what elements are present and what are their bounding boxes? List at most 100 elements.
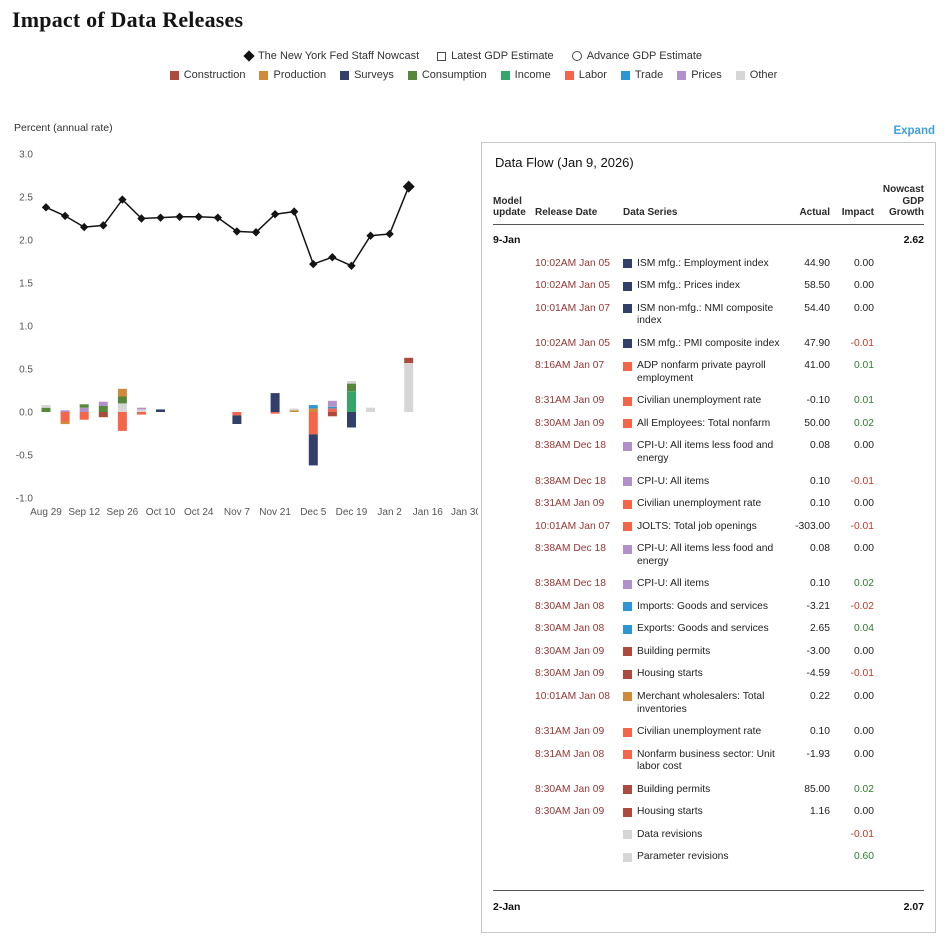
legend-item-income[interactable]: Income	[500, 69, 551, 81]
legend-item-other[interactable]: Other	[735, 69, 777, 81]
nowcast-point[interactable]	[270, 210, 280, 219]
consumption-impact-bar[interactable]	[79, 404, 89, 408]
other-impact-bar[interactable]	[41, 405, 51, 408]
surveys-impact-bar[interactable]	[308, 434, 318, 466]
impact-value: 0.02	[853, 417, 874, 429]
construction-impact-bar[interactable]	[404, 357, 414, 363]
surveys-category-icon	[623, 304, 632, 314]
nowcast-point[interactable]	[347, 261, 356, 270]
nowcast-point[interactable]	[328, 253, 337, 262]
nowcast-point[interactable]	[232, 227, 242, 236]
legend-item-consumption[interactable]: Consumption	[407, 69, 487, 81]
actual-value: 58.50	[804, 280, 830, 292]
nowcast-point[interactable]	[79, 222, 89, 232]
production-impact-bar[interactable]	[117, 388, 127, 397]
construction-impact-bar[interactable]	[98, 412, 108, 418]
nowcast-point[interactable]	[118, 195, 127, 204]
legend-label: Construction	[183, 69, 246, 81]
consumption-impact-bar[interactable]	[347, 383, 356, 392]
nowcast-point[interactable]	[213, 213, 223, 222]
consumption-impact-bar[interactable]	[98, 406, 108, 412]
nowcast-point[interactable]	[99, 221, 108, 230]
x-axis-tick-label: Sep 26	[107, 507, 139, 518]
prices-impact-bar[interactable]	[98, 401, 108, 406]
surveys-impact-bar[interactable]	[347, 412, 356, 428]
nowcast-point[interactable]	[194, 212, 203, 221]
impact-value: -0.01	[850, 828, 874, 840]
trade-impact-bar[interactable]	[308, 405, 318, 409]
legend-item-surveys[interactable]: Surveys	[340, 69, 394, 81]
x-axis-tick-label: Nov 21	[259, 507, 291, 518]
nowcast-point[interactable]	[402, 180, 415, 193]
prices-impact-bar[interactable]	[327, 400, 337, 407]
legend-item-construction[interactable]: Construction	[169, 69, 246, 81]
data-series-name: Civilian unemployment rate	[637, 395, 762, 407]
consumption-impact-bar[interactable]	[41, 407, 51, 412]
production-impact-bar[interactable]	[308, 408, 318, 412]
legend-item-the-new-york-fed-staff-nowcast[interactable]: The New York Fed Staff Nowcast	[243, 50, 419, 62]
legend-label: Trade	[634, 69, 664, 81]
nowcast-impact-chart[interactable]: 3.0 2.5 2.0 1.5 1.0 0.5 0.0 -0.5 -1.0 Aug 29 Sep 1…	[4, 140, 482, 540]
income-impact-bar[interactable]	[347, 391, 356, 412]
other-impact-bar[interactable]	[366, 407, 375, 412]
legend-item-labor[interactable]: Labor	[564, 69, 607, 81]
legend-item-latest-gdp-estimate[interactable]: Latest GDP Estimate	[437, 50, 554, 62]
data-series-name: Parameter revisions	[637, 851, 729, 863]
prices-impact-bar[interactable]	[137, 407, 146, 410]
surveys-impact-bar[interactable]	[270, 393, 280, 412]
nowcast-point[interactable]	[251, 228, 261, 237]
legend-item-prices[interactable]: Prices	[677, 69, 722, 81]
other-impact-bar[interactable]	[404, 363, 414, 412]
labor-impact-bar[interactable]	[137, 412, 146, 415]
nowcast-point[interactable]	[385, 229, 394, 239]
data-flow-row: 8:38AM Dec 18 CPI-U: All items less food …	[493, 538, 924, 573]
nowcast-point[interactable]	[41, 203, 51, 212]
labor-impact-bar[interactable]	[79, 412, 89, 420]
surveys-impact-bar[interactable]	[232, 415, 242, 424]
data-flow-row: 8:30AM Jan 09 Building permits 85.00 0.02	[493, 779, 924, 802]
y-axis-tick-label: -1.0	[16, 494, 34, 505]
surveys-impact-bar[interactable]	[156, 409, 165, 412]
prices-impact-bar[interactable]	[79, 407, 89, 412]
trade-impact-bar[interactable]	[327, 406, 337, 409]
x-axis-tick-label: Nov 7	[224, 507, 251, 518]
labor-impact-bar[interactable]	[327, 408, 337, 412]
nowcast-point[interactable]	[175, 212, 184, 221]
prices-impact-bar[interactable]	[60, 410, 70, 412]
surveys-swatch-icon	[340, 70, 350, 80]
release-date-cell: 10:01AM Jan 07	[535, 520, 610, 532]
construction-impact-bar[interactable]	[327, 412, 337, 417]
consumption-impact-bar[interactable]	[117, 396, 127, 404]
production-impact-bar[interactable]	[289, 410, 299, 412]
production-impact-bar[interactable]	[60, 421, 70, 425]
nowcast-line	[45, 186, 410, 267]
legend-item-production[interactable]: Production	[259, 69, 326, 81]
nowcast-point[interactable]	[60, 211, 70, 221]
nowcast-chart-svg[interactable]: 3.0 2.5 2.0 1.5 1.0 0.5 0.0 -0.5 -1.0 Aug 29 Sep 1…	[4, 140, 482, 534]
nowcast-point[interactable]	[289, 207, 299, 216]
other-impact-bar[interactable]	[137, 409, 146, 412]
y-axis-tick-label: 2.0	[19, 236, 33, 247]
legend-item-trade[interactable]: Trade	[620, 69, 664, 81]
other-impact-bar[interactable]	[289, 408, 299, 411]
nowcast-point[interactable]	[366, 231, 375, 240]
data-series-name: Housing starts	[637, 668, 703, 680]
labor-impact-bar[interactable]	[270, 412, 280, 414]
impact-value: -0.01	[850, 520, 874, 532]
release-date-cell: 8:38AM Dec 18	[535, 440, 606, 452]
data-series-name: CPI-U: All items	[637, 578, 710, 590]
labor-impact-bar[interactable]	[117, 412, 127, 431]
legend-item-advance-gdp-estimate[interactable]: Advance GDP Estimate	[571, 50, 702, 62]
nowcast-point[interactable]	[156, 213, 165, 222]
data-series-name: CPI-U: All items less food and energy	[637, 543, 774, 567]
data-series-cell: Imports: Goods and services	[623, 601, 780, 614]
nowcast-point[interactable]	[309, 259, 318, 269]
other-impact-bar[interactable]	[347, 381, 356, 384]
other-impact-bar[interactable]	[117, 403, 127, 412]
labor-impact-bar[interactable]	[308, 412, 318, 435]
labor-impact-bar[interactable]	[232, 412, 242, 416]
labor-impact-bar[interactable]	[60, 412, 70, 422]
nowcast-point[interactable]	[137, 214, 146, 223]
expand-link[interactable]: Expand	[893, 125, 935, 137]
release-date-cell: 10:01AM Jan 08	[535, 690, 610, 702]
